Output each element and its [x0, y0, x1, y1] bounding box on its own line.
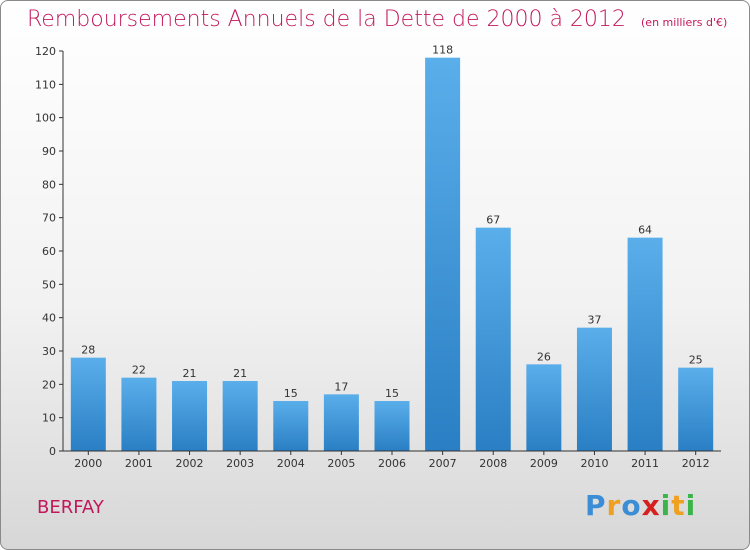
- y-tick-label: 50: [42, 278, 56, 291]
- bar-value-label: 25: [689, 354, 703, 367]
- bar-value-label: 64: [638, 224, 652, 237]
- bar-2006: [374, 401, 410, 451]
- x-tick-label: 2008: [479, 457, 507, 470]
- x-tick-label: 2011: [631, 457, 659, 470]
- x-tick-label: 2002: [176, 457, 204, 470]
- x-tick-label: 2010: [580, 457, 608, 470]
- y-tick-label: 0: [49, 445, 56, 458]
- title-row: Remboursements Annuels de la Dette de 20…: [27, 7, 727, 32]
- x-tick-label: 2005: [327, 457, 355, 470]
- y-tick-label: 70: [42, 212, 56, 225]
- chart-subtitle: (en milliers d'€): [641, 16, 728, 29]
- bar-2012: [678, 367, 714, 451]
- bar-2004: [273, 401, 309, 451]
- commune-name: BERFAY: [37, 497, 104, 518]
- x-axis: 2000 2001 2002 2003 2004 2005 2006 2007 2008 2009…: [63, 450, 721, 470]
- y-tick-label: 80: [42, 178, 56, 191]
- logo-letter: t: [671, 489, 686, 522]
- bar-value-label: 37: [587, 314, 601, 327]
- y-axis: 0 10 20 30 40 50 60 70 80 90 100 110 120: [35, 45, 64, 458]
- bar-value-label: 15: [385, 387, 399, 400]
- logo-letter: i: [660, 489, 672, 522]
- bar-2000: [70, 357, 106, 451]
- y-tick-label: 60: [42, 245, 56, 258]
- y-tick-label: 40: [42, 312, 56, 325]
- x-tick-label: 2007: [429, 457, 457, 470]
- bar-value-label: 118: [432, 44, 453, 57]
- y-tick-label: 10: [42, 412, 56, 425]
- bar-value-label: 22: [132, 364, 146, 377]
- y-tick-label: 90: [42, 145, 56, 158]
- bar-2008: [475, 227, 511, 451]
- chart-title: Remboursements Annuels de la Dette de 20…: [27, 7, 626, 32]
- x-tick-label: 2009: [530, 457, 558, 470]
- x-tick-label: 2006: [378, 457, 406, 470]
- bar-value-label: 15: [284, 387, 298, 400]
- y-tick-label: 100: [35, 112, 56, 125]
- bar-2007: [425, 57, 461, 452]
- y-tick-label: 30: [42, 345, 56, 358]
- bar-2003: [222, 381, 258, 451]
- bar-value-label: 21: [233, 367, 247, 380]
- bar-2011: [627, 237, 663, 451]
- bar-value-label: 17: [334, 380, 348, 393]
- x-tick-label: 2000: [74, 457, 102, 470]
- logo-letter: x: [641, 489, 661, 522]
- bars: 28 22 21 21 15 17 15 118 67 26 37 64 25: [70, 44, 714, 452]
- logo-letter: r: [606, 489, 622, 522]
- x-tick-label: 2003: [226, 457, 254, 470]
- bar-2010: [576, 327, 612, 451]
- bar-value-label: 28: [81, 344, 95, 357]
- proxiti-logo: Proxiti: [585, 489, 696, 522]
- y-tick-label: 120: [35, 45, 56, 58]
- x-tick-label: 2012: [682, 457, 710, 470]
- bar-2002: [172, 381, 208, 451]
- bar-value-label: 21: [183, 367, 197, 380]
- bar-value-label: 26: [537, 350, 551, 363]
- y-tick-label: 110: [35, 78, 56, 91]
- bar-2001: [121, 377, 157, 451]
- x-tick-label: 2004: [277, 457, 305, 470]
- logo-letter: i: [685, 489, 697, 522]
- y-tick-label: 20: [42, 378, 56, 391]
- logo-letter: o: [621, 489, 642, 522]
- bar-value-label: 67: [486, 214, 500, 227]
- bar-2005: [323, 394, 359, 451]
- logo-letter: P: [585, 489, 607, 522]
- bar-2009: [526, 364, 562, 451]
- x-tick-label: 2001: [125, 457, 153, 470]
